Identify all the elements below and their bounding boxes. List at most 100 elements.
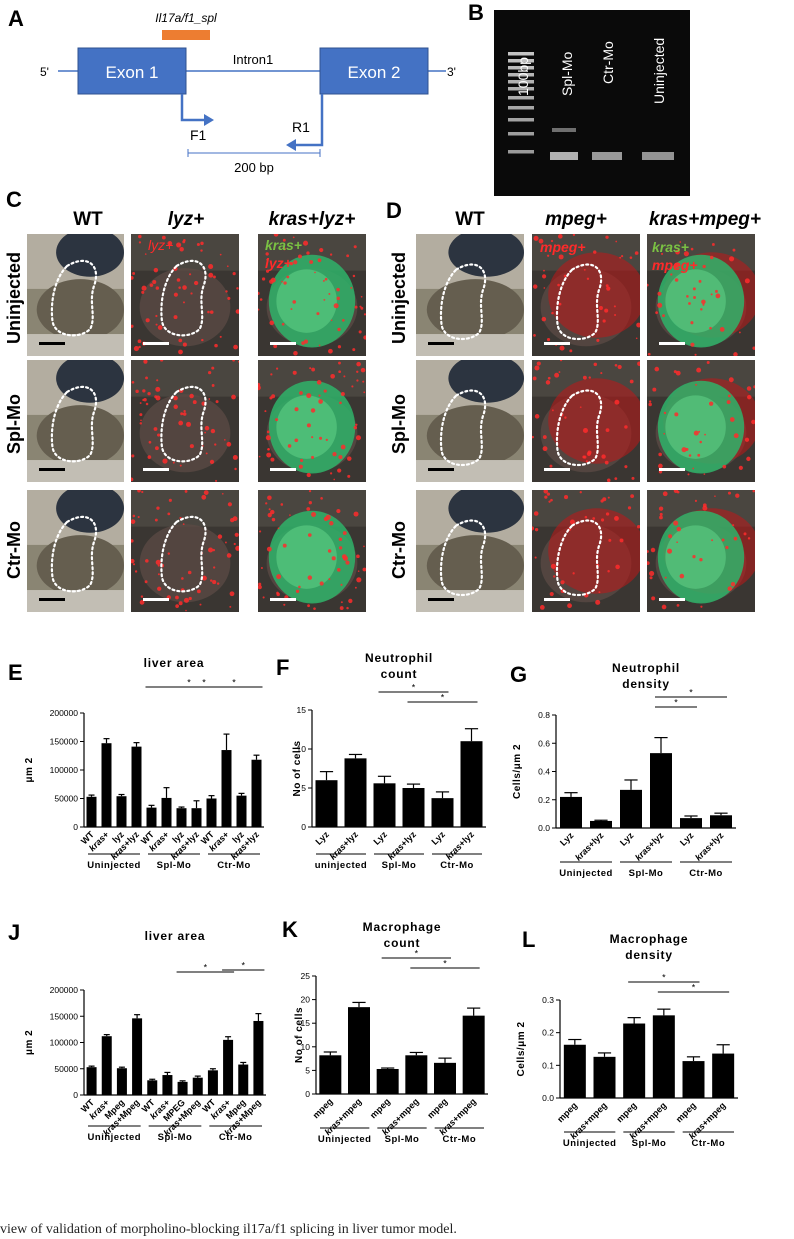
y-axis-label: μm 2	[24, 1030, 35, 1055]
c-image-r0-c2	[258, 234, 366, 356]
group-label: Uninjected	[88, 1132, 142, 1143]
c-scale-bar-r2-c0	[39, 598, 65, 601]
bar	[162, 1075, 173, 1095]
ladder-band	[508, 106, 534, 110]
bar	[376, 1068, 399, 1094]
y-tick-label: 100000	[50, 765, 79, 775]
d-overlay-mpeg: mpeg+	[540, 239, 586, 255]
x-tick-label: kras+lyz	[328, 829, 361, 862]
ladder-band	[508, 52, 534, 56]
d-col-header-kras-mpeg: kras+mpeg+	[649, 209, 761, 230]
significance-star: *	[412, 683, 416, 693]
bar	[462, 1015, 485, 1094]
bar	[560, 796, 582, 828]
y-tick-label: 0.2	[542, 1028, 554, 1038]
d-scale-bar-r1-c0	[428, 468, 454, 471]
x-tick-label: mpeg	[555, 1100, 579, 1124]
c-scale-bar-r0-c1	[143, 342, 169, 345]
significance-star: *	[692, 983, 696, 993]
x-tick-label: Lyz	[678, 830, 696, 848]
y-tick-label: 150000	[50, 1011, 79, 1021]
bar	[116, 796, 127, 827]
c-scale-bar-r0-c2	[270, 342, 296, 345]
probe-bar	[162, 30, 210, 40]
significance-star: *	[241, 961, 245, 971]
c-image-r1-c1	[131, 360, 239, 482]
c-image-r1-c0	[27, 360, 124, 482]
y-tick-label: 10	[301, 1042, 311, 1052]
bar	[712, 1053, 735, 1098]
bar	[623, 1023, 646, 1098]
y-tick-label: 0	[305, 1089, 310, 1099]
c-scale-bar-r2-c2	[270, 598, 296, 601]
group-label: uninjected	[315, 860, 368, 871]
ladder-band	[508, 66, 534, 70]
c-col-header-lyz: lyz+	[168, 209, 204, 230]
gel-lane-label-ladder: 100bp	[515, 57, 531, 96]
bar	[207, 1070, 218, 1095]
y-axis-label: μm 2	[24, 757, 35, 782]
exon-1-box	[77, 47, 187, 95]
significance-star: *	[232, 678, 236, 688]
y-tick-label: 0	[73, 1090, 78, 1100]
c-image-r2-c0	[27, 490, 124, 612]
bar	[253, 1020, 264, 1095]
d-image-r2-c2	[647, 490, 755, 612]
bar	[161, 797, 172, 827]
d-scale-bar-r1-c2	[659, 468, 685, 471]
bar	[650, 753, 672, 828]
y-tick-label: 0.6	[538, 738, 550, 748]
c-liver-outline-r1-c0	[50, 385, 97, 463]
exon-2-label: Exon 2	[348, 63, 401, 82]
reverse-primer-arrow	[296, 94, 324, 147]
c-col-header-kras-lyz: kras+lyz+	[269, 209, 356, 230]
chart-l: Macrophage density 0.0 0.1 0.2 0.3 Cells/μm 2 m…	[516, 932, 738, 1149]
bar	[682, 1061, 705, 1098]
significance-star: *	[415, 949, 419, 959]
d-liver-outline-r0-c0	[439, 263, 487, 341]
group-label: Spl-Mo	[382, 860, 417, 871]
bar	[710, 815, 732, 828]
ladder-band	[508, 118, 534, 122]
bar	[402, 788, 425, 827]
y-tick-label: 200000	[50, 985, 79, 995]
panel-label-f: F	[276, 655, 289, 680]
y-tick-label: 5	[301, 783, 306, 793]
d-image-r0-c2	[647, 234, 755, 356]
group-label: Ctr-Mo	[689, 868, 723, 879]
y-axis-label: Cells/μm 2	[512, 744, 523, 799]
c-col-header-wt: WT	[73, 209, 103, 230]
panel-label-j: J	[8, 920, 20, 945]
gel-lane-label-uninjected: Uninjected	[651, 38, 667, 104]
y-tick-label: 0.1	[542, 1060, 554, 1070]
y-tick-label: 20	[301, 995, 311, 1005]
d-image-r1-c0	[416, 360, 524, 482]
significance-star: *	[662, 973, 666, 983]
ladder-band	[508, 73, 534, 77]
d-scale-bar-r2-c2	[659, 598, 685, 601]
d-liver-outline-r1-c0	[439, 389, 487, 467]
d-col-header-mpeg: mpeg+	[545, 209, 607, 230]
gel-lane-label-spl: Spl-Mo	[559, 51, 575, 96]
y-tick-label: 0	[301, 822, 306, 832]
bar	[251, 759, 262, 827]
d-row-label-spl: Spl-Mo	[389, 394, 409, 454]
d-scale-bar-r0-c2	[659, 342, 685, 345]
bar	[191, 808, 202, 827]
c-row-label-uninjected: Uninjected	[4, 252, 24, 344]
x-tick-label: Lyz	[618, 830, 636, 848]
d-row-label-ctr: Ctr-Mo	[389, 521, 409, 579]
bar	[116, 1068, 127, 1095]
ladder-band	[508, 87, 534, 91]
panel-label-g: G	[510, 662, 527, 687]
gel-band-spl-upper	[552, 128, 576, 132]
ladder-band	[508, 150, 534, 154]
product-size-label: 200 bp	[234, 160, 274, 175]
c-liver-outline-r0-c0	[50, 259, 97, 337]
ladder-band	[508, 59, 534, 63]
bar	[238, 1064, 249, 1095]
y-axis-label: Cells/μm 2	[516, 1021, 527, 1076]
bar	[460, 741, 483, 827]
group-label: Spl-Mo	[632, 1138, 667, 1149]
d-image-grid	[416, 234, 755, 612]
